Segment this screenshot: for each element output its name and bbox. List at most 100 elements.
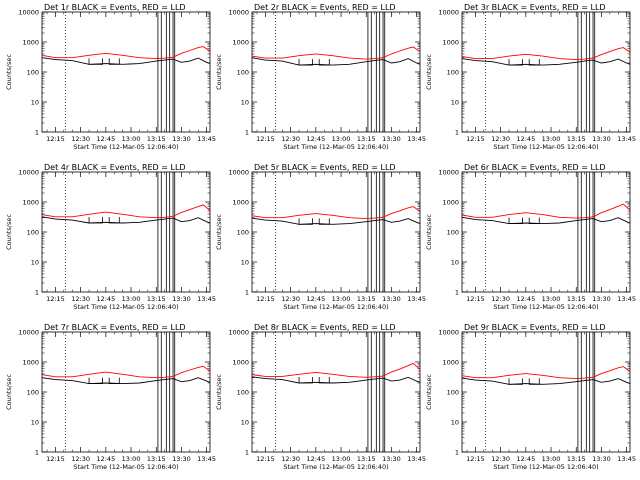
x-axis-label: Start Time (12-Mar-05 12:06:40) bbox=[493, 303, 598, 311]
y-tick-label: 100 bbox=[27, 69, 39, 77]
x-tick-label: 13:45 bbox=[407, 135, 426, 143]
x-tick-label: 12:45 bbox=[516, 295, 535, 303]
panel-det-6: Det 6r BLACK = Events, RED = LLD 1 10 100 10… bbox=[425, 163, 636, 311]
x-tick-label: 13:45 bbox=[407, 295, 426, 303]
series-events-line bbox=[461, 58, 631, 66]
events-gap-step bbox=[528, 59, 540, 66]
plot-frame bbox=[461, 331, 631, 453]
series-events-line bbox=[251, 57, 421, 66]
x-tick-label: 13:15 bbox=[567, 135, 586, 143]
x-tick-label: 12:45 bbox=[306, 295, 325, 303]
y-tick-label: 10 bbox=[31, 259, 39, 267]
y-tick-label: 10000 bbox=[438, 329, 459, 337]
panel-det-2: Det 2r BLACK = Events, RED = LLD 1 10 100 10… bbox=[215, 3, 426, 151]
x-axis-label: Start Time (12-Mar-05 12:06:40) bbox=[493, 463, 598, 471]
x-tick-label: 13:15 bbox=[357, 455, 376, 463]
x-tick-label: 12:30 bbox=[71, 295, 90, 303]
x-tick-label: 12:45 bbox=[306, 135, 325, 143]
y-tick-label: 100 bbox=[27, 229, 39, 237]
events-gap-step bbox=[108, 216, 120, 224]
plot-frame bbox=[251, 171, 421, 293]
x-tick-label: 13:30 bbox=[382, 455, 401, 463]
y-axis-label: Counts/sec bbox=[5, 374, 13, 410]
plot-frame bbox=[251, 11, 421, 133]
x-tick-label: 13:00 bbox=[122, 455, 141, 463]
x-tick-label: 13:30 bbox=[172, 455, 191, 463]
events-gap-step bbox=[508, 378, 523, 385]
y-tick-label: 10 bbox=[451, 419, 459, 427]
x-tick-label: 13:45 bbox=[197, 295, 216, 303]
panel-det-3: Det 3r BLACK = Events, RED = LLD 1 10 100 10… bbox=[425, 3, 636, 151]
x-tick-label: 13:30 bbox=[592, 295, 611, 303]
series-lld-line bbox=[461, 47, 631, 61]
y-tick-label: 1000 bbox=[232, 359, 249, 367]
y-tick-label: 100 bbox=[237, 389, 249, 397]
y-tick-label: 1000 bbox=[232, 39, 249, 47]
x-tick-label: 13:45 bbox=[617, 295, 636, 303]
y-tick-label: 10000 bbox=[18, 329, 39, 337]
panel-title: Det 5r BLACK = Events, RED = LLD bbox=[254, 163, 396, 172]
y-tick-label: 1 bbox=[35, 289, 39, 297]
events-gap-step bbox=[318, 376, 330, 384]
y-tick-label: 1 bbox=[455, 289, 459, 297]
y-tick-label: 100 bbox=[237, 229, 249, 237]
x-tick-label: 13:30 bbox=[382, 295, 401, 303]
x-tick-label: 13:30 bbox=[592, 455, 611, 463]
x-tick-label: 12:30 bbox=[491, 295, 510, 303]
x-tick-label: 12:15 bbox=[466, 135, 485, 143]
panel-title: Det 1r BLACK = Events, RED = LLD bbox=[44, 3, 186, 12]
events-gap-step bbox=[108, 377, 120, 385]
y-tick-label: 10 bbox=[31, 419, 39, 427]
y-tick-label: 1 bbox=[35, 449, 39, 457]
panel-title: Det 3r BLACK = Events, RED = LLD bbox=[464, 3, 606, 12]
y-tick-label: 1000 bbox=[22, 39, 39, 47]
x-tick-label: 12:15 bbox=[46, 455, 65, 463]
series-events-line bbox=[41, 216, 211, 224]
y-tick-label: 100 bbox=[237, 69, 249, 77]
series-events-line bbox=[461, 216, 631, 225]
series-lld-line bbox=[251, 206, 421, 220]
y-tick-label: 1000 bbox=[442, 359, 459, 367]
x-tick-label: 12:15 bbox=[256, 295, 275, 303]
y-tick-label: 100 bbox=[447, 389, 459, 397]
y-tick-label: 100 bbox=[27, 389, 39, 397]
y-axis-label: Counts/sec bbox=[215, 54, 223, 90]
y-tick-label: 10000 bbox=[438, 169, 459, 177]
x-tick-label: 13:00 bbox=[122, 135, 141, 143]
y-tick-label: 100 bbox=[447, 69, 459, 77]
y-tick-label: 1 bbox=[455, 449, 459, 457]
y-tick-label: 100 bbox=[447, 229, 459, 237]
y-tick-label: 1 bbox=[245, 289, 249, 297]
series-events-line bbox=[41, 57, 211, 65]
y-tick-label: 10000 bbox=[228, 329, 249, 337]
y-tick-label: 10 bbox=[451, 259, 459, 267]
x-tick-label: 13:15 bbox=[357, 295, 376, 303]
x-tick-label: 12:45 bbox=[516, 135, 535, 143]
events-gap-step bbox=[298, 218, 313, 225]
events-gap-step bbox=[318, 218, 330, 225]
x-tick-label: 13:00 bbox=[122, 295, 141, 303]
x-tick-label: 13:00 bbox=[332, 135, 351, 143]
y-tick-label: 1 bbox=[35, 129, 39, 137]
plot-frame bbox=[41, 171, 211, 293]
x-axis-label: Start Time (12-Mar-05 12:06:40) bbox=[283, 303, 388, 311]
y-axis-label: Counts/sec bbox=[215, 374, 223, 410]
x-tick-label: 12:15 bbox=[46, 135, 65, 143]
series-lld-line bbox=[251, 46, 421, 60]
panel-title: Det 2r BLACK = Events, RED = LLD bbox=[254, 3, 396, 12]
y-tick-label: 1000 bbox=[442, 199, 459, 207]
events-gap-step bbox=[528, 378, 540, 385]
x-tick-label: 12:30 bbox=[491, 135, 510, 143]
y-tick-label: 1000 bbox=[22, 359, 39, 367]
series-events-line bbox=[251, 217, 421, 225]
x-tick-label: 13:00 bbox=[332, 455, 351, 463]
series-lld-line bbox=[41, 46, 211, 60]
events-gap-step bbox=[508, 59, 523, 66]
panel-title: Det 9r BLACK = Events, RED = LLD bbox=[464, 323, 606, 332]
x-tick-label: 13:45 bbox=[617, 135, 636, 143]
x-tick-label: 13:00 bbox=[542, 455, 561, 463]
y-axis-label: Counts/sec bbox=[425, 54, 433, 90]
y-axis-label: Counts/sec bbox=[5, 54, 13, 90]
series-lld-line bbox=[251, 362, 421, 378]
